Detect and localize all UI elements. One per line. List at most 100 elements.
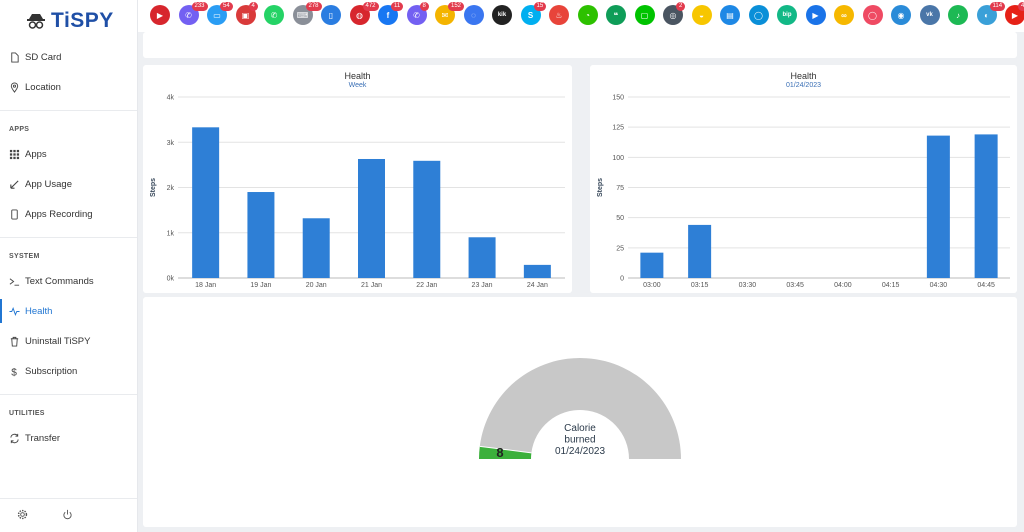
video-app-app-icon[interactable]: ▶ bbox=[150, 5, 170, 25]
kik-app-icon[interactable]: kik bbox=[492, 5, 512, 25]
tinder-app-icon[interactable]: ♨ bbox=[549, 5, 569, 25]
vk-app-icon[interactable]: vk bbox=[919, 5, 940, 25]
hangouts-app-icon[interactable]: ❝ bbox=[606, 5, 626, 25]
signal-app-icon[interactable]: ◌ bbox=[463, 5, 484, 25]
notification-badge: 114 bbox=[989, 2, 1006, 11]
viber-glyph: ✆ bbox=[185, 10, 192, 20]
instagram-app-icon[interactable]: ◎ 2 bbox=[663, 2, 686, 25]
pink-app-glyph: ◯ bbox=[868, 10, 877, 20]
email-app-icon[interactable]: ✉ 152 bbox=[435, 2, 465, 25]
gear-icon[interactable] bbox=[17, 507, 28, 525]
sidebar-item-location[interactable]: Location bbox=[0, 72, 137, 102]
sidebar-item-apps[interactable]: Apps bbox=[0, 139, 137, 169]
bar[interactable] bbox=[523, 264, 551, 278]
sidebar-item-transfer[interactable]: Transfer bbox=[0, 423, 137, 453]
bar[interactable] bbox=[247, 192, 275, 278]
music-app-icon[interactable]: ♪ bbox=[948, 5, 968, 25]
bar[interactable] bbox=[926, 135, 950, 278]
pink-app-app-icon[interactable]: ◯ bbox=[862, 5, 883, 25]
line-glyph: ▢ bbox=[640, 10, 649, 20]
messages-app-icon[interactable]: ▭ 54 bbox=[207, 2, 233, 25]
bar[interactable] bbox=[974, 134, 998, 278]
divider bbox=[0, 110, 137, 111]
notification-badge: 15 bbox=[533, 2, 547, 11]
phone-icon bbox=[9, 208, 20, 220]
sidebar-item-label: Apps Recording bbox=[25, 208, 93, 220]
x-tick-label: 03:45 bbox=[786, 282, 804, 289]
file-icon bbox=[9, 51, 20, 63]
bar[interactable] bbox=[688, 224, 712, 278]
keyboard-glyph: ⌨ bbox=[296, 10, 309, 20]
x-tick-label: 21 Jan bbox=[361, 282, 382, 289]
y-tick-label: 1k bbox=[167, 230, 175, 237]
terminal-icon bbox=[9, 276, 20, 287]
viber-2-app-icon[interactable]: ✆ 8 bbox=[406, 2, 429, 25]
yellow-app-app-icon[interactable]: ∞ bbox=[834, 5, 854, 25]
zalo-app-icon[interactable]: ◯ bbox=[748, 5, 769, 25]
youtube-glyph: ▶ bbox=[1011, 10, 1019, 20]
sidebar-footer bbox=[0, 498, 137, 532]
bar[interactable] bbox=[192, 127, 220, 278]
line-app-icon[interactable]: ▢ bbox=[634, 5, 655, 25]
viber-app-icon[interactable]: ✆ 233 bbox=[178, 2, 208, 25]
sidebar-item-uninstall[interactable]: Uninstall TiSPY bbox=[0, 326, 137, 356]
calorie-gauge-card: 8 Calorie burned 01/24/2023 bbox=[143, 297, 1017, 527]
signal-glyph: ◌ bbox=[471, 10, 476, 20]
chart-subtitle: 01/24/2023 bbox=[785, 82, 822, 89]
power-icon[interactable] bbox=[62, 507, 73, 525]
transfer-icon bbox=[9, 433, 20, 444]
sidebar-item-text-commands[interactable]: Text Commands bbox=[0, 266, 137, 296]
viber-2-glyph: ✆ bbox=[413, 10, 420, 20]
keyboard-app-icon[interactable]: ⌨ 278 bbox=[292, 2, 322, 25]
wechat-app-icon[interactable]: ◔ bbox=[577, 5, 598, 25]
weekly-health-card: Health Week 0k 1k 2k 3k 4k Steps 18 Jan 19 Jan 2… bbox=[143, 65, 572, 293]
phone-app-icon[interactable]: ▯ bbox=[321, 5, 341, 25]
y-tick-label: 150 bbox=[612, 95, 624, 102]
video-app-glyph: ▶ bbox=[156, 10, 164, 20]
bar[interactable] bbox=[358, 158, 385, 278]
snapchat-app-icon[interactable]: ◒ bbox=[691, 5, 712, 25]
svg-text:$: $ bbox=[11, 367, 17, 376]
bar[interactable] bbox=[413, 160, 441, 278]
y-tick-label: 100 bbox=[612, 155, 624, 162]
bar[interactable] bbox=[468, 237, 496, 278]
logo[interactable]: TiSPY bbox=[0, 0, 137, 42]
snapchat-glyph: ◒ bbox=[699, 10, 704, 20]
duo-app-icon[interactable]: ▶ bbox=[805, 5, 826, 25]
sidebar-item-subscription[interactable]: $ Subscription bbox=[0, 356, 137, 386]
sidebar-item-health[interactable]: Health bbox=[0, 296, 137, 326]
multi-app-glyph: ◐ bbox=[984, 10, 989, 20]
gauge-value: 8 bbox=[496, 445, 503, 460]
facebook-app-icon[interactable]: f 11 bbox=[378, 2, 404, 25]
bar[interactable] bbox=[640, 252, 664, 278]
imo-glyph: ▤ bbox=[726, 10, 734, 20]
youtube-app-icon[interactable]: ▶ 4 bbox=[1005, 2, 1024, 25]
notification-badge: 2 bbox=[676, 2, 686, 11]
section-utilities: UTILITIES bbox=[9, 409, 45, 417]
email-glyph: ✉ bbox=[441, 10, 449, 20]
sidebar-item-sd-card[interactable]: SD Card bbox=[0, 42, 137, 72]
yellow-app-glyph: ∞ bbox=[841, 10, 847, 20]
notification-badge: 11 bbox=[391, 2, 404, 11]
x-tick-label: 04:45 bbox=[977, 282, 995, 289]
sidebar-item-label: Transfer bbox=[25, 432, 61, 444]
bip-app-icon[interactable]: bip bbox=[777, 5, 797, 25]
gallery-app-icon[interactable]: ▣ 4 bbox=[235, 2, 258, 25]
x-tick-label: 04:15 bbox=[882, 282, 900, 289]
notification-badge: 278 bbox=[305, 2, 322, 11]
x-tick-label: 03:00 bbox=[643, 282, 661, 289]
sidebar-item-app-usage[interactable]: App Usage bbox=[0, 169, 137, 199]
skype-app-icon[interactable]: S 15 bbox=[520, 2, 547, 25]
browser-app-icon[interactable]: ◍ 472 bbox=[349, 2, 379, 25]
sidebar-item-apps-recording[interactable]: Apps Recording bbox=[0, 199, 137, 229]
blue-app-app-icon[interactable]: ◉ bbox=[891, 5, 911, 25]
skype-glyph: S bbox=[527, 10, 534, 20]
x-tick-label: 20 Jan bbox=[306, 282, 327, 289]
y-axis-label: Steps bbox=[150, 178, 157, 197]
section-apps: APPS bbox=[9, 125, 30, 133]
whatsapp-app-icon[interactable]: ✆ bbox=[264, 5, 284, 25]
multi-app-app-icon[interactable]: ◐ 114 bbox=[976, 2, 1006, 25]
imo-app-icon[interactable]: ▤ bbox=[720, 5, 740, 25]
bar[interactable] bbox=[302, 218, 330, 278]
